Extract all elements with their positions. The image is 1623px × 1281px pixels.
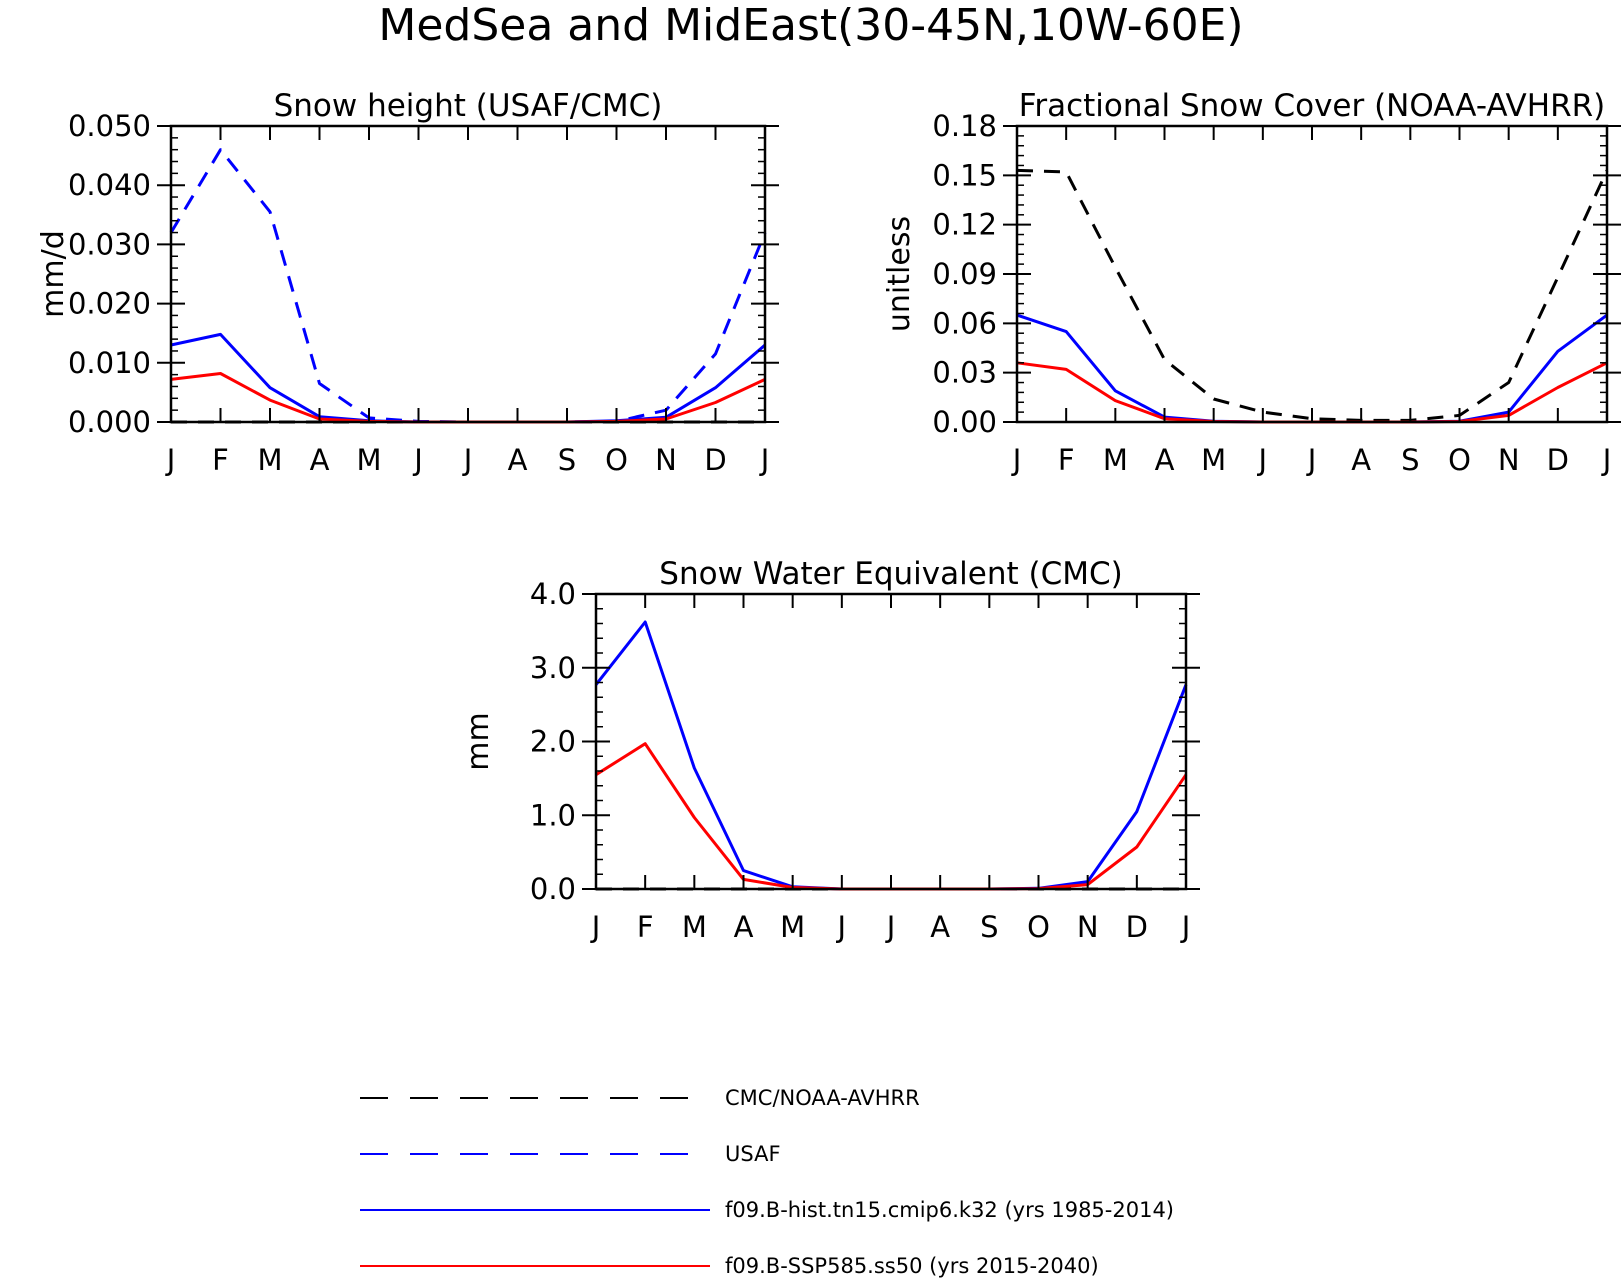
y-tick-label: 0.00 <box>932 405 997 439</box>
x-tick-label: F <box>1058 443 1075 477</box>
x-tick-label: A <box>930 910 950 944</box>
y-tick-label: 3.0 <box>530 651 576 685</box>
x-tick-label: J <box>836 910 847 944</box>
y-tick-label: 0.15 <box>932 158 997 192</box>
x-tick-label: M <box>1201 443 1226 477</box>
y-tick-label: 0.000 <box>68 405 151 439</box>
x-tick-label: N <box>1498 443 1520 477</box>
x-tick-label: A <box>310 443 330 477</box>
legend-label-hist: f09.B-hist.tn15.cmip6.k32 (yrs 1985-2014… <box>725 1198 1174 1222</box>
x-tick-label: D <box>704 443 726 477</box>
panel-title: Fractional Snow Cover (NOAA-AVHRR) <box>1019 88 1606 124</box>
x-tick-label: S <box>980 910 998 944</box>
y-tick-label: 0.18 <box>932 109 997 143</box>
panels: Snow height (USAF/CMC)mm/dJ F M A M J J A S O N D J0… <box>36 88 1621 944</box>
x-tick-label: D <box>1126 910 1148 944</box>
legend-label-ssp: f09.B-SSP585.ss50 (yrs 2015-2040) <box>725 1254 1099 1278</box>
x-tick-label: M <box>356 443 381 477</box>
legend-label-obs1: CMC/NOAA-AVHRR <box>725 1086 920 1110</box>
x-tick-label: O <box>1027 910 1050 944</box>
y-tick-label: 0.020 <box>68 287 151 321</box>
x-tick-label: M <box>780 910 805 944</box>
y-tick-label: 4.0 <box>530 577 576 611</box>
y-tick-label: 0.050 <box>68 109 151 143</box>
x-tick-label: J <box>1306 443 1317 477</box>
x-tick-label: M <box>257 443 282 477</box>
legend: CMC/NOAA-AVHRR USAF f09.B-hist.tn15.cmip6.… <box>360 1086 1174 1278</box>
y-tick-label: 1.0 <box>530 798 576 832</box>
x-tick-label: J <box>1601 443 1612 477</box>
y-tick-label: 2.0 <box>530 725 576 759</box>
y-tick-label: 0.12 <box>932 208 997 242</box>
y-tick-label: 0.0 <box>530 872 576 906</box>
legend-label-obs2: USAF <box>725 1142 781 1166</box>
y-tick-label: 0.06 <box>932 306 997 340</box>
y-tick-label: 0.030 <box>68 227 151 261</box>
y-axis-label: mm <box>461 712 496 770</box>
panel-title: Snow Water Equivalent (CMC) <box>659 556 1122 592</box>
y-tick-label: 0.040 <box>68 168 151 202</box>
y-axis-label: unitless <box>882 216 917 332</box>
x-tick-label: J <box>1180 910 1191 944</box>
x-tick-label: M <box>1103 443 1128 477</box>
series-line-obs2 <box>169 148 767 424</box>
x-tick-label: O <box>1448 443 1471 477</box>
x-tick-label: J <box>462 443 473 477</box>
x-tick-label: S <box>558 443 576 477</box>
series-line-hist <box>594 620 1188 891</box>
x-tick-label: A <box>734 910 754 944</box>
panel-2: Fractional Snow Cover (NOAA-AVHRR) unitle… <box>882 88 1621 477</box>
series-line-hist <box>1016 313 1608 424</box>
x-tick-label: A <box>508 443 528 477</box>
y-tick-label: 0.010 <box>68 346 151 380</box>
x-tick-label: S <box>1401 443 1419 477</box>
x-tick-label: J <box>165 443 176 477</box>
x-tick-label: N <box>655 443 677 477</box>
x-tick-label: O <box>605 443 628 477</box>
panel-1: Snow height (USAF/CMC)mm/dJ F M A M J J A S O N D J0… <box>36 88 779 477</box>
y-tick-label: 0.09 <box>932 257 997 291</box>
x-tick-label: J <box>759 443 770 477</box>
x-tick-label: J <box>412 443 423 477</box>
panel-3: Snow Water Equivalent (CMC)mmJ F M A M J J A S O N… <box>461 556 1200 944</box>
x-tick-label: J <box>1011 443 1022 477</box>
panel-title: Snow height (USAF/CMC) <box>274 88 663 124</box>
series-line-obs1 <box>1016 168 1609 422</box>
x-tick-label: D <box>1547 443 1569 477</box>
x-tick-label: F <box>637 910 654 944</box>
x-tick-label: M <box>682 910 707 944</box>
figure-title: MedSea and MidEast(30-45N,10W-60E) <box>378 0 1243 51</box>
x-tick-label: J <box>885 910 896 944</box>
y-tick-label: 0.03 <box>932 356 997 390</box>
x-tick-label: J <box>1257 443 1268 477</box>
x-tick-label: A <box>1155 443 1175 477</box>
x-tick-label: F <box>212 443 229 477</box>
x-tick-label: J <box>590 910 601 944</box>
x-tick-label: N <box>1077 910 1099 944</box>
y-axis-label: mm/d <box>36 230 71 318</box>
x-tick-label: A <box>1351 443 1371 477</box>
